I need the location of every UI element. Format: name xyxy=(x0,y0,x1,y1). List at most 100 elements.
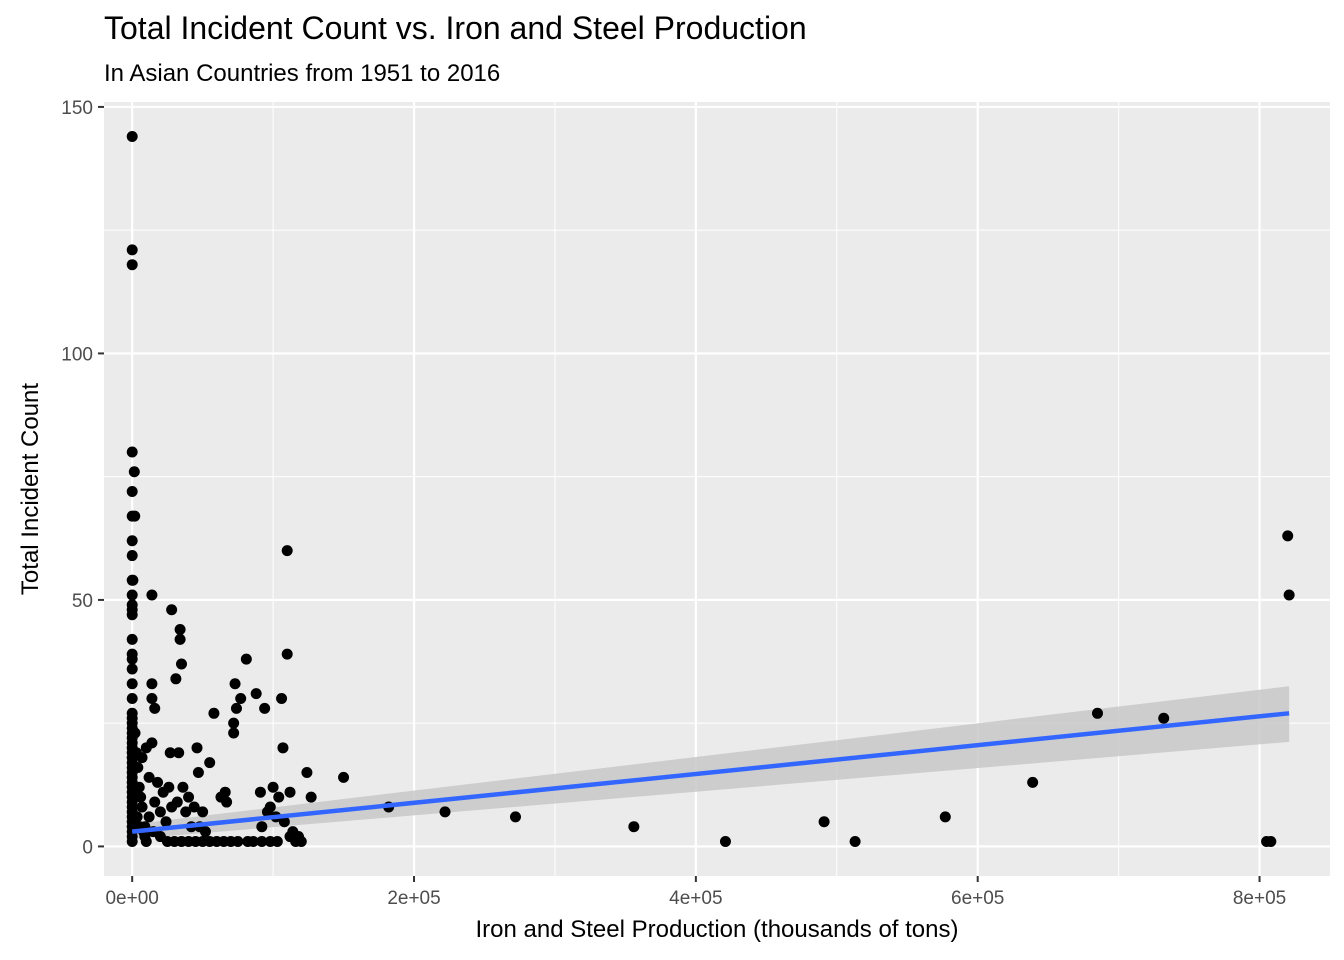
data-point xyxy=(271,835,283,847)
data-point xyxy=(259,702,271,714)
data-point xyxy=(170,673,182,685)
data-point xyxy=(273,791,285,803)
data-point xyxy=(135,791,147,803)
data-point xyxy=(849,835,861,847)
data-point xyxy=(818,816,830,828)
data-point xyxy=(126,633,138,645)
data-point xyxy=(199,826,211,838)
data-point xyxy=(177,781,189,793)
data-point xyxy=(256,835,268,847)
trend-line xyxy=(131,711,1290,834)
data-point xyxy=(338,771,350,783)
data-point xyxy=(173,747,185,759)
data-point xyxy=(276,693,288,705)
data-point xyxy=(126,678,138,690)
x-tick-label: 6e+05 xyxy=(951,888,1004,909)
data-point xyxy=(171,796,183,808)
data-point xyxy=(176,658,188,670)
data-point xyxy=(136,801,148,813)
data-point xyxy=(230,702,242,714)
y-tick-label: 150 xyxy=(61,98,93,119)
data-point xyxy=(126,663,138,675)
data-point xyxy=(284,786,296,798)
data-point xyxy=(188,801,200,813)
data-point xyxy=(439,806,451,818)
data-point xyxy=(250,688,262,700)
data-point xyxy=(295,835,307,847)
x-tick-label: 0e+00 xyxy=(105,888,158,909)
data-point xyxy=(160,816,172,828)
data-point xyxy=(149,796,161,808)
data-point xyxy=(174,633,186,645)
data-point xyxy=(126,535,138,547)
data-point xyxy=(719,835,731,847)
y-tick-label: 100 xyxy=(61,344,93,365)
y-tick-label: 0 xyxy=(82,837,93,858)
data-point xyxy=(174,624,186,636)
data-point xyxy=(126,653,138,665)
data-point xyxy=(126,693,138,705)
data-point xyxy=(133,781,145,793)
data-point xyxy=(235,693,247,705)
x-tick-label: 4e+05 xyxy=(669,888,722,909)
data-point xyxy=(267,781,279,793)
data-point xyxy=(277,742,289,754)
data-point xyxy=(126,550,138,562)
data-point xyxy=(264,801,276,813)
data-point xyxy=(509,811,521,823)
data-point xyxy=(281,648,293,660)
data-point xyxy=(126,244,138,256)
data-point xyxy=(163,781,175,793)
data-point xyxy=(127,574,139,586)
data-point xyxy=(208,707,220,719)
data-point xyxy=(1282,530,1294,542)
data-point xyxy=(254,786,266,798)
data-point xyxy=(136,752,148,764)
chart-title: Total Incident Count vs. Iron and Steel … xyxy=(104,10,807,46)
data-point xyxy=(126,609,138,621)
data-point xyxy=(183,791,195,803)
data-point xyxy=(131,811,143,823)
data-point xyxy=(126,259,138,271)
data-point xyxy=(146,678,158,690)
data-point xyxy=(204,757,216,769)
data-point xyxy=(149,702,161,714)
data-point xyxy=(228,727,240,739)
data-point xyxy=(146,737,158,749)
chart-subtitle: In Asian Countries from 1951 to 2016 xyxy=(104,60,501,87)
data-point xyxy=(126,485,138,497)
data-point xyxy=(143,811,155,823)
y-tick-label: 50 xyxy=(72,591,93,612)
data-point xyxy=(132,762,144,774)
x-tick-label: 8e+05 xyxy=(1233,888,1286,909)
data-point xyxy=(143,771,155,783)
data-point xyxy=(221,796,233,808)
data-point xyxy=(1027,776,1039,788)
data-point xyxy=(166,604,178,616)
data-point xyxy=(256,821,268,833)
data-point xyxy=(126,446,138,458)
y-axis-title: Total Incident Count xyxy=(17,383,44,595)
data-point xyxy=(305,791,317,803)
data-point xyxy=(129,510,141,522)
data-point xyxy=(191,742,203,754)
data-point xyxy=(126,589,138,601)
data-point xyxy=(247,835,259,847)
data-point xyxy=(1158,712,1170,724)
data-point xyxy=(140,835,152,847)
data-point xyxy=(278,816,290,828)
data-point xyxy=(229,678,241,690)
data-point xyxy=(180,806,192,818)
data-point xyxy=(197,806,209,818)
data-points xyxy=(126,131,1295,847)
data-point xyxy=(240,653,252,665)
data-point xyxy=(152,776,164,788)
data-point xyxy=(219,786,231,798)
data-point xyxy=(628,821,640,833)
data-point xyxy=(128,466,140,478)
data-point xyxy=(1283,589,1295,601)
data-point xyxy=(192,766,204,778)
data-point xyxy=(126,835,138,847)
data-point xyxy=(232,835,244,847)
